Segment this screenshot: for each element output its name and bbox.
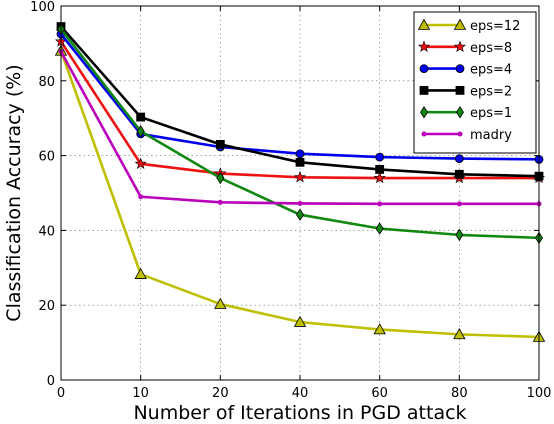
data-point-marker bbox=[456, 105, 464, 119]
y-tick-label: 60 bbox=[38, 150, 55, 165]
data-point-marker bbox=[419, 86, 429, 95]
data-point-marker bbox=[138, 194, 144, 200]
data-point-marker bbox=[136, 125, 145, 138]
data-point-marker bbox=[293, 315, 307, 327]
y-axis-label: Classification Accuracy (%) bbox=[3, 64, 25, 321]
data-point-marker bbox=[377, 201, 383, 207]
data-point-marker bbox=[373, 171, 386, 184]
data-point-marker bbox=[297, 200, 303, 206]
data-point-marker bbox=[214, 297, 227, 309]
data-point-marker bbox=[417, 40, 431, 52]
data-point-marker bbox=[455, 86, 465, 95]
data-point-marker bbox=[295, 157, 305, 167]
data-point-marker bbox=[136, 112, 146, 122]
y-tick-label: 40 bbox=[38, 224, 55, 239]
x-tick-label: 40 bbox=[292, 386, 309, 401]
x-tick-label: 80 bbox=[451, 386, 468, 401]
data-point-marker bbox=[453, 40, 467, 52]
y-tick-label: 0 bbox=[47, 374, 55, 389]
data-point-marker bbox=[454, 169, 464, 179]
data-point-marker bbox=[421, 131, 427, 137]
legend-label: eps=8 bbox=[470, 41, 512, 56]
x-axis-label: Number of Iterations in PGD attack bbox=[133, 402, 466, 424]
data-point-marker bbox=[134, 157, 147, 169]
data-point-marker bbox=[134, 267, 147, 279]
series-eps-12 bbox=[54, 44, 546, 342]
y-tick-label: 100 bbox=[30, 0, 55, 15]
legend-label: eps=2 bbox=[470, 84, 512, 99]
data-point-marker bbox=[217, 199, 223, 205]
data-point-marker bbox=[373, 323, 386, 335]
data-point-marker bbox=[215, 139, 225, 149]
data-point-marker bbox=[455, 64, 465, 73]
x-tick-label: 0 bbox=[57, 386, 65, 401]
data-point-marker bbox=[417, 18, 431, 30]
data-point-marker bbox=[455, 228, 464, 242]
data-point-marker bbox=[375, 152, 385, 162]
series-madry bbox=[58, 49, 542, 207]
data-point-marker bbox=[296, 208, 304, 221]
data-point-marker bbox=[293, 170, 307, 183]
data-point-marker bbox=[454, 154, 464, 163]
data-point-marker bbox=[453, 18, 467, 30]
legend-label: eps=12 bbox=[470, 19, 520, 34]
data-point-marker bbox=[375, 165, 385, 174]
legend: eps=12 eps=8 eps=4 eps=2 eps=1 madry bbox=[413, 11, 537, 154]
data-point-marker bbox=[216, 171, 225, 185]
legend-box bbox=[413, 11, 537, 154]
x-tick-label: 20 bbox=[212, 386, 229, 401]
series-group bbox=[54, 22, 546, 342]
data-point-marker bbox=[375, 222, 384, 235]
legend-label: madry bbox=[470, 128, 512, 143]
legend-label: eps=4 bbox=[470, 63, 512, 78]
x-tick-label: 60 bbox=[371, 386, 388, 401]
data-point-marker bbox=[295, 149, 305, 159]
y-tick-label: 80 bbox=[38, 75, 55, 90]
axis-ticks: 0 10 20 40 60 80 100 0 20 40 60 80 100 bbox=[30, 0, 551, 401]
data-point-marker bbox=[456, 201, 462, 207]
data-point-marker bbox=[419, 64, 429, 73]
data-point-marker bbox=[420, 105, 428, 119]
data-point-marker bbox=[453, 328, 466, 340]
x-tick-label: 100 bbox=[527, 386, 552, 401]
legend-label: eps=1 bbox=[470, 106, 512, 121]
y-tick-label: 20 bbox=[38, 299, 55, 314]
x-tick-label: 10 bbox=[132, 386, 149, 401]
data-point-marker bbox=[457, 131, 463, 137]
